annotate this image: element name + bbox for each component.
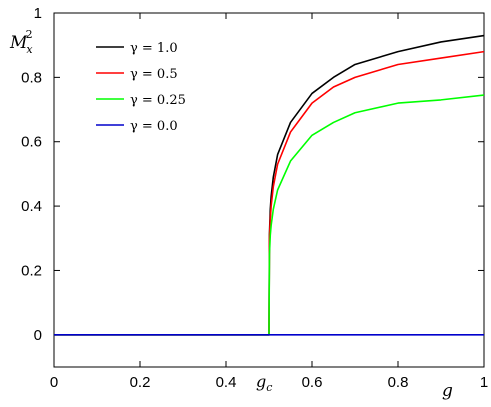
legend-label: γ = 0.5: [130, 67, 178, 82]
y-tick-label: 0: [34, 327, 42, 344]
x-tick-label: 0.6: [302, 374, 323, 391]
series-line: [54, 94, 485, 336]
y-tick-label: 0.4: [21, 198, 42, 215]
y-axis-label: Mx2: [9, 28, 33, 56]
plot-frame: [53, 12, 485, 368]
critical-point-label: gc: [256, 372, 272, 394]
x-tick-label: 0.2: [130, 374, 151, 391]
y-tick-label: 0.6: [21, 134, 42, 151]
y-ticks: 0 0.2 0.4 0.6 0.8 1: [21, 5, 484, 344]
x-axis-label: g: [442, 381, 453, 401]
y-tick-label: 0.2: [21, 262, 42, 279]
x-tick-label: 0.8: [388, 374, 409, 391]
legend-label: γ = 0.0: [130, 119, 178, 134]
y-tick-label: 1: [34, 5, 42, 22]
x-tick-label: 0: [50, 374, 58, 391]
x-tick-label: 1: [480, 374, 488, 391]
legend: γ = 1.0 γ = 0.5 γ = 0.25 γ = 0.0: [96, 41, 186, 134]
x-ticks: 0 0.2 0.4 0.6 0.8 1: [50, 13, 488, 391]
series-lines: [54, 34, 485, 336]
y-tick-label: 0.8: [21, 69, 42, 86]
legend-label: γ = 0.25: [130, 93, 186, 108]
legend-label: γ = 1.0: [130, 41, 178, 56]
x-tick-label: 0.4: [216, 374, 237, 391]
